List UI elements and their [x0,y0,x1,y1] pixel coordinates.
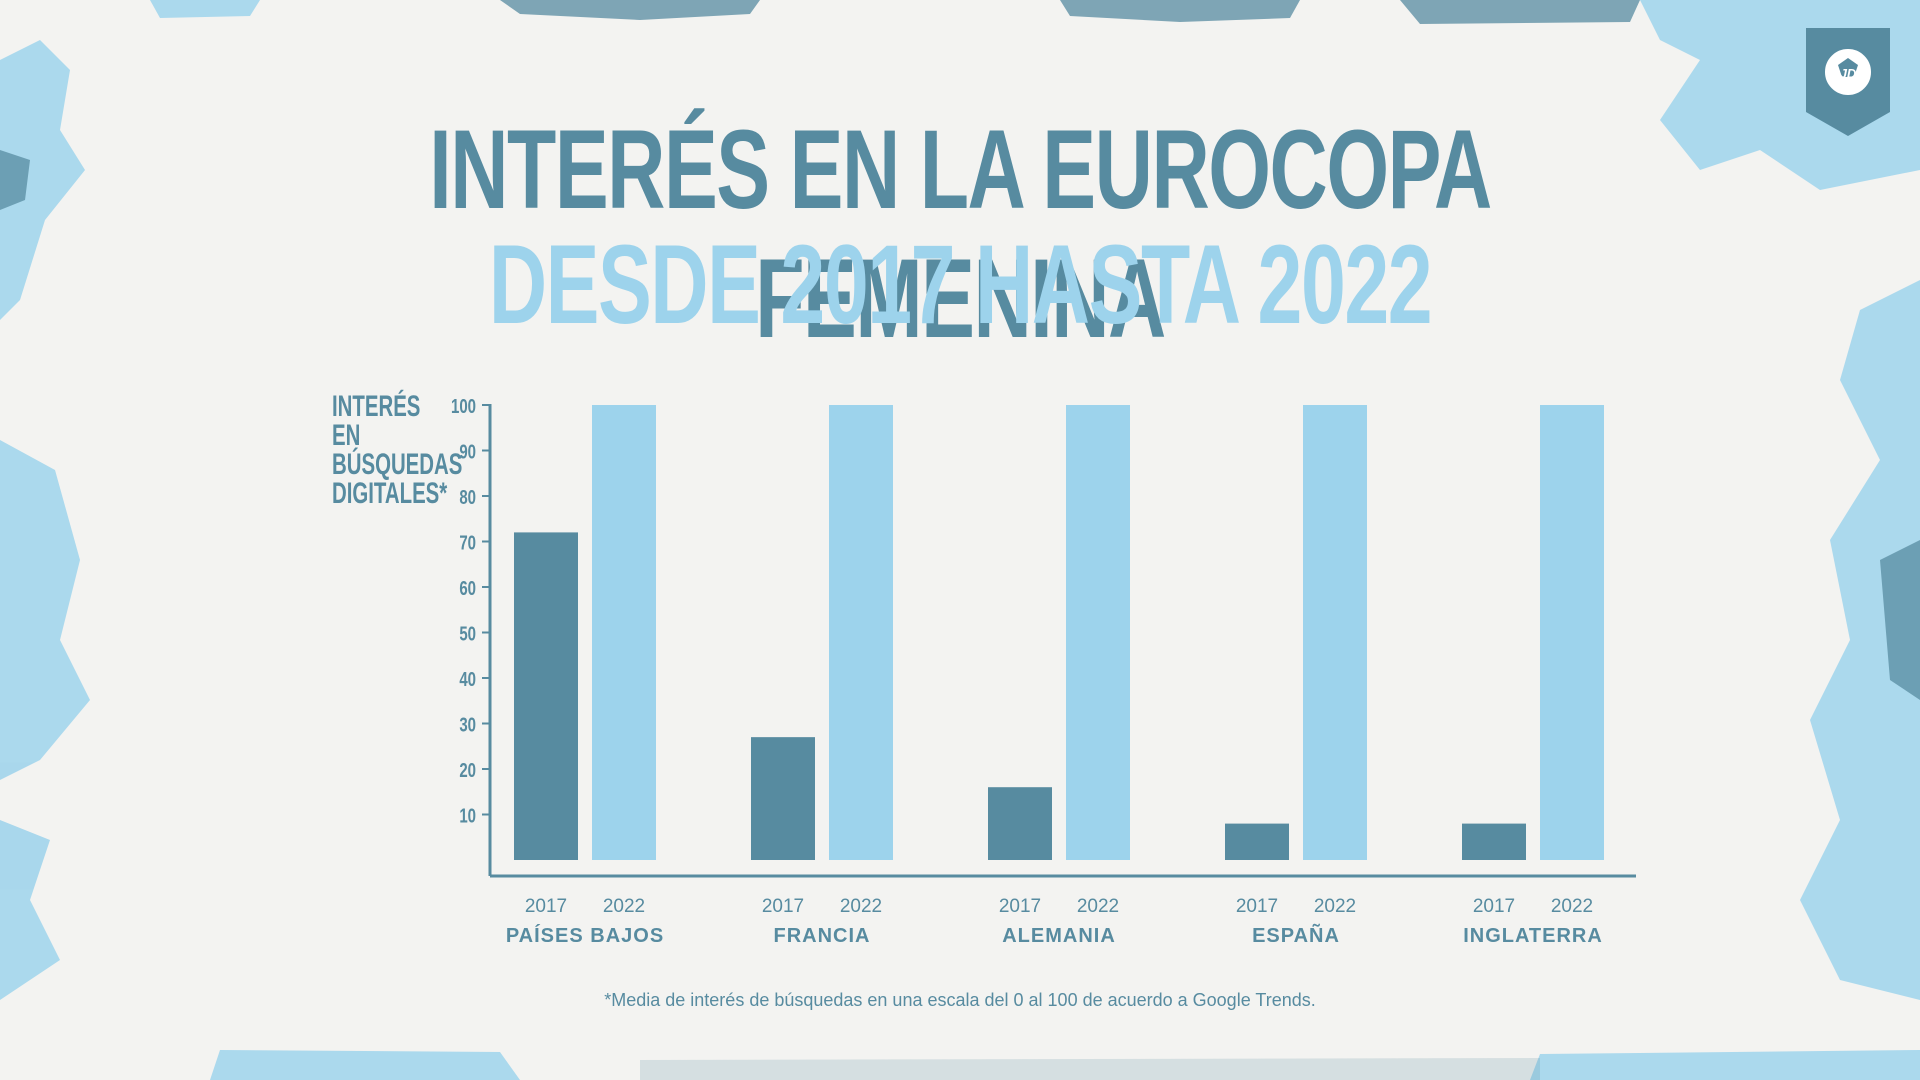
x-series-label: 2022 [1077,896,1119,917]
footnote: *Media de interés de búsquedas en una es… [604,990,1316,1010]
x-series-label: 2022 [840,896,882,917]
bar-2022-3 [1303,405,1367,860]
bar-2022-0 [592,405,656,860]
y-tick-label: 90 [459,440,476,463]
bar-2022-4 [1540,405,1604,860]
bar-2017-3 [1225,823,1289,860]
x-series-label: 2022 [1551,896,1593,917]
y-tick-label: 80 [459,486,476,509]
logo-text: JD [1840,66,1857,81]
page-title: INTERÉS EN LA EUROCOPA FEMENINA [429,107,1492,361]
category-label: ESPAÑA [1252,924,1340,947]
page-subtitle: DESDE 2017 HASTA 2022 [488,222,1433,347]
x-series-label: 2017 [525,896,567,917]
bar-2017-0 [514,532,578,860]
bar-2017-4 [1462,823,1526,860]
category-label: ALEMANIA [1002,925,1116,947]
x-series-label: 2017 [762,896,804,917]
bar-2022-1 [829,405,893,860]
category-label: PAÍSES BAJOS [506,924,664,947]
y-tick-label: 40 [459,668,476,691]
y-tick-label: 10 [459,804,476,827]
x-series-label: 2017 [999,896,1041,917]
x-series-label: 2022 [603,896,645,917]
y-tick-label: 30 [459,713,476,736]
bar-2017-1 [751,737,815,860]
y-tick-label: 70 [459,531,476,554]
logo-badge: JD [1806,28,1890,136]
category-label: INGLATERRA [1463,925,1603,947]
football-icon [1823,47,1873,97]
x-series-label: 2022 [1314,896,1356,917]
category-label: FRANCIA [774,925,871,947]
y-tick-label: 20 [459,759,476,782]
y-tick-label: 100 [451,395,476,418]
x-series-label: 2017 [1236,896,1278,917]
x-series-label: 2017 [1473,896,1515,917]
bar-2017-2 [988,787,1052,860]
bar-2022-2 [1066,405,1130,860]
y-tick-label: 50 [459,622,476,645]
y-tick-label: 60 [459,577,476,600]
